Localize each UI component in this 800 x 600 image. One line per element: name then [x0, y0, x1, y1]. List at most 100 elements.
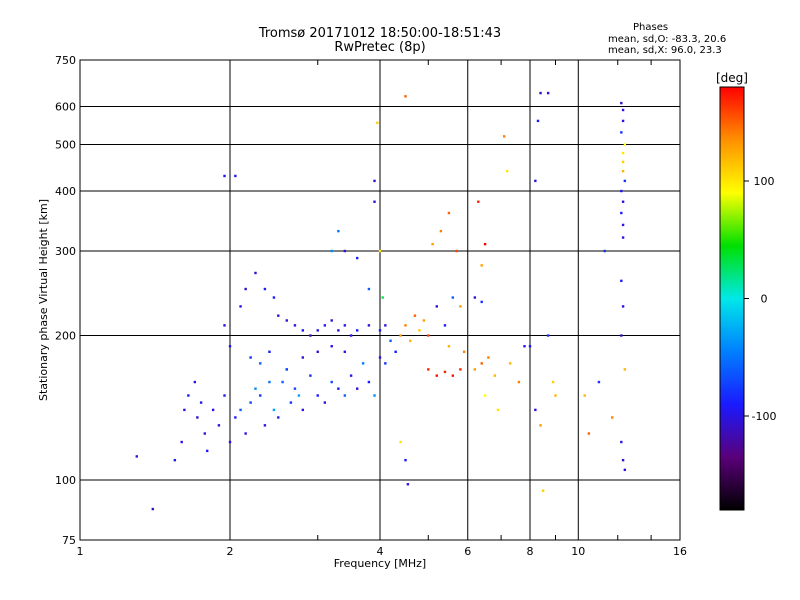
data-point	[309, 334, 312, 337]
x-tick-label: 1	[77, 545, 84, 558]
data-point	[272, 408, 276, 412]
data-point	[234, 174, 237, 178]
y-axis-label: Stationary phase Virtual Height [km]	[37, 199, 50, 401]
data-point	[378, 249, 382, 253]
data-point	[343, 394, 347, 397]
data-point	[455, 249, 458, 253]
data-point	[404, 458, 407, 462]
data-point	[623, 368, 627, 371]
data-point	[621, 119, 625, 123]
x-tick-label: 10	[571, 545, 585, 558]
data-point	[254, 387, 257, 390]
data-point	[293, 387, 297, 390]
data-point	[289, 401, 293, 404]
data-point	[621, 458, 625, 462]
data-point	[621, 200, 625, 203]
data-point	[451, 374, 455, 377]
data-point	[623, 179, 627, 183]
data-point	[404, 95, 407, 98]
colorbar-label: [deg]	[716, 71, 748, 85]
data-point	[534, 408, 537, 412]
data-point	[355, 387, 359, 390]
data-point	[621, 169, 625, 173]
data-point	[199, 401, 203, 404]
x-tick-label: 16	[673, 545, 687, 558]
data-point	[373, 179, 376, 183]
data-point	[554, 394, 557, 397]
data-point	[330, 380, 333, 384]
data-point	[621, 108, 625, 112]
data-point	[620, 101, 623, 105]
data-point	[427, 368, 430, 371]
data-point	[462, 350, 466, 353]
data-point	[431, 242, 434, 246]
data-point	[621, 151, 625, 155]
data-point	[508, 362, 512, 365]
data-point	[534, 179, 537, 183]
data-point	[418, 329, 421, 332]
data-point	[597, 380, 601, 384]
data-point	[443, 370, 447, 374]
data-point	[528, 345, 532, 348]
data-point	[244, 287, 247, 291]
data-point	[451, 296, 455, 299]
data-point	[239, 305, 242, 308]
y-tick-label: 500	[55, 139, 76, 152]
data-point	[180, 440, 183, 444]
data-point	[373, 200, 376, 203]
data-point	[611, 416, 614, 419]
data-point	[483, 242, 487, 246]
data-point	[480, 264, 483, 267]
data-point	[301, 408, 305, 412]
colorbar-tick-label: 100	[754, 175, 775, 188]
data-point	[517, 380, 521, 384]
data-point	[223, 324, 226, 327]
data-point	[249, 401, 252, 404]
data-point	[620, 440, 623, 444]
data-point	[623, 143, 627, 146]
data-point	[272, 296, 276, 299]
data-point	[293, 324, 297, 327]
data-point	[330, 345, 333, 348]
data-point	[546, 91, 550, 95]
data-point	[427, 334, 430, 337]
data-point	[583, 394, 586, 397]
data-point	[447, 211, 451, 215]
y-tick-label: 75	[62, 534, 76, 547]
data-point	[187, 394, 190, 397]
stats-header: Phases	[633, 22, 669, 33]
y-tick-label: 400	[55, 185, 76, 198]
data-point	[301, 329, 305, 332]
data-point	[203, 432, 206, 435]
data-point	[337, 229, 340, 233]
data-point	[480, 300, 483, 304]
data-point	[323, 324, 327, 327]
data-point	[367, 287, 371, 291]
data-point	[473, 296, 477, 299]
colorbar-tick-label: 0	[761, 293, 768, 306]
x-tick-label: 8	[527, 545, 534, 558]
data-point	[193, 380, 197, 384]
data-point	[493, 374, 497, 377]
data-point	[378, 356, 382, 359]
stats-line-o: mean, sd,O: -83.3, 20.6	[608, 34, 727, 45]
y-tick-label: 100	[55, 474, 76, 487]
data-point	[249, 356, 252, 359]
data-point	[297, 394, 301, 397]
data-point	[523, 345, 526, 348]
data-point	[205, 449, 209, 453]
data-point	[621, 223, 625, 227]
data-point	[316, 329, 319, 332]
data-point	[223, 174, 226, 178]
data-point	[268, 380, 271, 384]
data-point	[234, 416, 237, 419]
colorbar: [deg] 100 0 -100	[716, 71, 776, 511]
data-point	[355, 256, 359, 260]
data-point	[223, 394, 226, 397]
data-point	[541, 489, 545, 492]
chart-title: Tromsø 20171012 18:50:00-18:51:43	[258, 26, 502, 41]
data-point	[173, 458, 177, 462]
data-point	[183, 408, 186, 412]
data-point	[337, 329, 340, 332]
chart-subtitle: RwPretec (8p)	[334, 40, 426, 55]
